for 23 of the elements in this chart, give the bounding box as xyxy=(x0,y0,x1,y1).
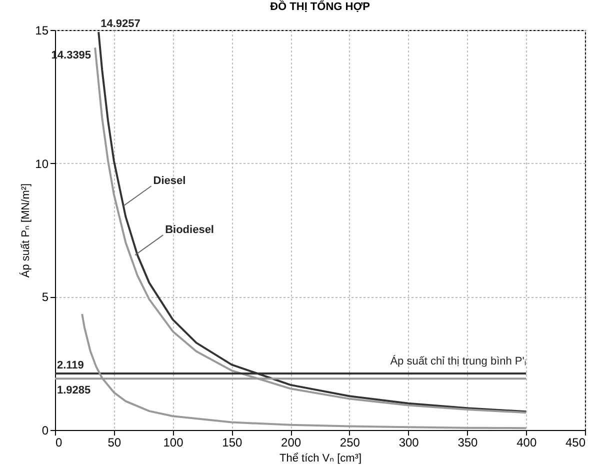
x-tick-label: 400 xyxy=(516,436,537,450)
annotation: Diesel xyxy=(153,175,186,187)
x-tick-label: 250 xyxy=(340,436,360,450)
x-tick-label: 100 xyxy=(163,436,184,450)
x-tick-label: 50 xyxy=(108,436,122,450)
data-label: 14.9257 xyxy=(100,18,140,30)
y-tick-label: 10 xyxy=(35,156,49,171)
x-tick-label: 450 xyxy=(565,436,586,450)
x-tick-label: 300 xyxy=(398,436,420,450)
y-axis-title: Áp suất Pₙ [MN/m²] xyxy=(19,183,32,278)
x-tick-label: 350 xyxy=(458,436,478,450)
x-axis-title: Thể tích Vₙ [cm³] xyxy=(279,452,362,464)
x-tick-label: 200 xyxy=(281,436,302,450)
chart-title: ĐỒ THỊ TỔNG HỢP xyxy=(270,0,370,13)
x-tick-label: 0 xyxy=(56,436,62,450)
y-tick-label: 0 xyxy=(42,424,49,438)
annotation: Áp suất chỉ thị trung bình P'ᵢ xyxy=(390,354,526,368)
y-tick-label: 15 xyxy=(35,24,49,38)
data-label: 1.9285 xyxy=(57,384,91,397)
annotation: Biodiesel xyxy=(165,224,214,236)
y-tick-label: 5 xyxy=(42,290,49,304)
x-tick-label: 150 xyxy=(222,436,242,450)
data-label: 2.119 xyxy=(57,359,84,372)
